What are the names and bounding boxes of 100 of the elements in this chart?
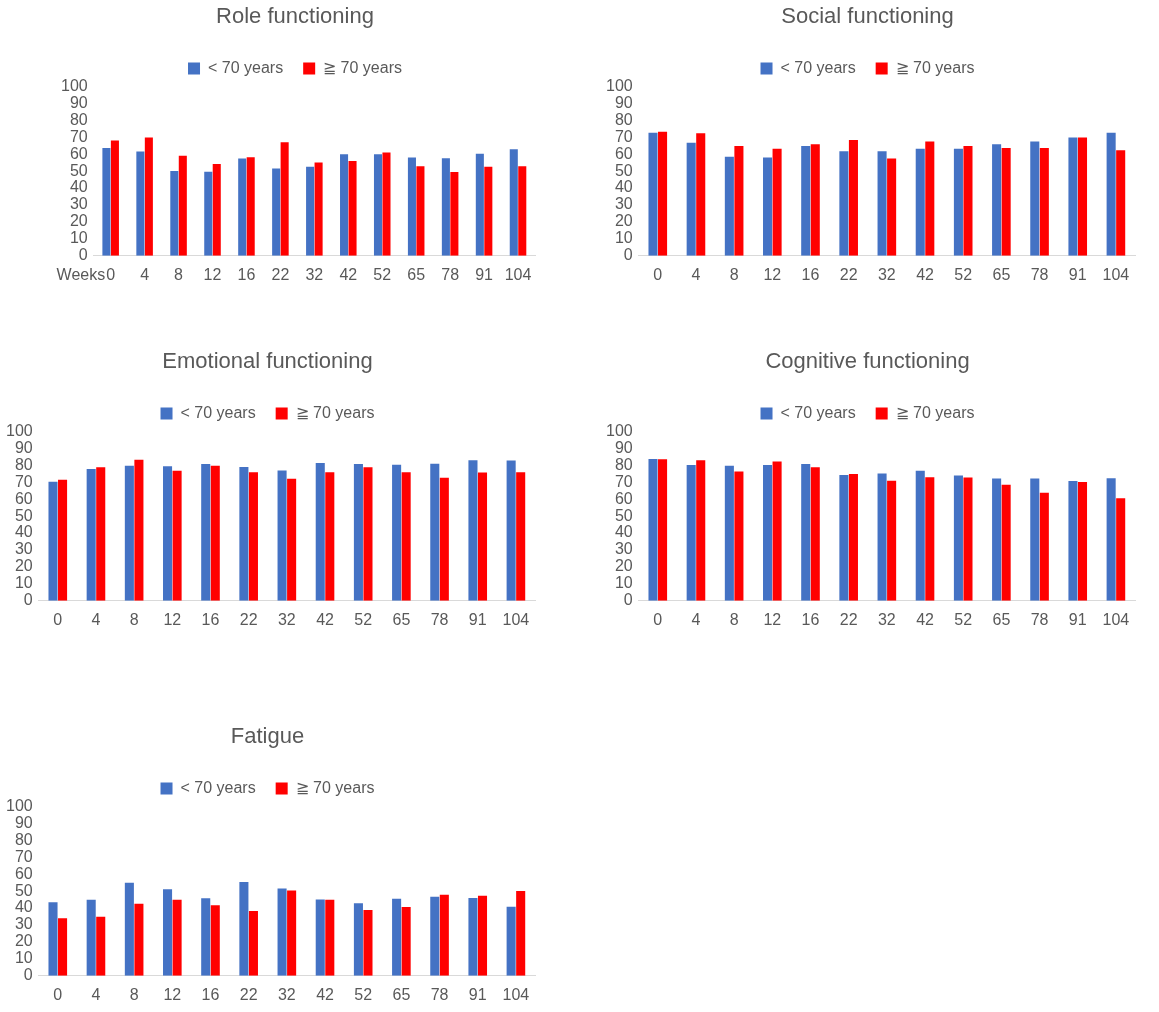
bar — [468, 897, 478, 976]
x-tick-label: 78 — [441, 265, 460, 283]
x-tick-label: 65 — [392, 610, 411, 628]
y-tick-label: 10 — [69, 229, 88, 247]
bar — [1039, 148, 1049, 256]
y-tick-label: 50 — [614, 506, 633, 524]
legend-label: < 70 years — [780, 58, 856, 76]
x-tick-label: 91 — [1068, 265, 1087, 283]
x-tick-label: 4 — [91, 985, 101, 1003]
x-tick-label: 32 — [877, 610, 896, 628]
y-tick-label: 30 — [14, 915, 33, 933]
bar — [696, 460, 706, 601]
chart-title: Fatigue — [230, 723, 305, 749]
bar — [144, 137, 153, 256]
x-tick-label: 78 — [430, 985, 449, 1003]
y-tick-label: 60 — [614, 489, 633, 507]
x-tick-label: 4 — [91, 610, 101, 628]
x-tick-label: 8 — [174, 265, 184, 283]
y-tick-label: 0 — [623, 591, 633, 609]
x-tick-label: 104 — [1102, 610, 1130, 628]
x-tick-label: 91 — [475, 265, 494, 283]
x-tick-label: 4 — [140, 265, 150, 283]
y-tick-label: 10 — [614, 229, 633, 247]
x-tick-label: 32 — [877, 265, 896, 283]
x-tick-label: 78 — [1030, 265, 1049, 283]
y-tick-label: 60 — [14, 489, 33, 507]
bar — [518, 166, 527, 256]
bar — [439, 477, 449, 601]
bar — [509, 149, 518, 256]
bar — [204, 171, 213, 256]
bar — [201, 464, 211, 601]
bar — [238, 158, 247, 256]
x-tick-label: 16 — [201, 610, 220, 628]
y-tick-label: 30 — [614, 195, 633, 213]
bar — [287, 890, 297, 976]
x-tick-label: 4 — [691, 610, 701, 628]
bar — [239, 466, 249, 601]
bar — [430, 463, 440, 601]
x-tick-label: 22 — [239, 985, 258, 1003]
bar — [178, 155, 187, 256]
bar — [877, 151, 887, 256]
bar — [430, 896, 440, 976]
bar — [468, 460, 478, 601]
y-tick-label: 70 — [614, 472, 633, 490]
bar — [210, 465, 220, 601]
bar — [401, 472, 411, 601]
bar — [963, 477, 973, 601]
bar — [363, 467, 373, 601]
bar — [325, 899, 335, 976]
x-tick-label: 8 — [729, 610, 739, 628]
y-tick-label: 60 — [614, 144, 633, 162]
bar — [925, 477, 935, 601]
x-tick-label: 22 — [839, 265, 858, 283]
x-tick-label: 12 — [763, 610, 782, 628]
bar — [1077, 482, 1088, 601]
bar — [272, 168, 281, 256]
chart-title: Social functioning — [781, 3, 954, 29]
y-tick-label: 100 — [605, 76, 633, 94]
bar — [407, 157, 416, 256]
bar — [134, 903, 144, 976]
x-tick-label: 12 — [163, 610, 182, 628]
y-tick-label: 70 — [614, 127, 633, 145]
y-tick-label: 70 — [14, 847, 33, 865]
x-tick-label: 52 — [354, 985, 373, 1003]
bar — [506, 460, 516, 601]
bar — [475, 153, 484, 256]
y-tick-label: 90 — [614, 93, 633, 111]
x-tick-label: 104 — [1102, 265, 1130, 283]
x-tick-label: 12 — [203, 265, 222, 283]
bar — [1077, 137, 1088, 256]
x-tick-label: 8 — [129, 610, 139, 628]
bar — [239, 882, 249, 976]
bar — [686, 142, 696, 256]
bar — [648, 459, 658, 601]
bar — [887, 480, 897, 601]
bar — [163, 466, 173, 601]
bar — [48, 481, 58, 601]
y-tick-label: 0 — [23, 966, 33, 984]
bar — [325, 472, 335, 601]
x-tick-label: 42 — [316, 610, 335, 628]
chart-title: Cognitive functioning — [765, 348, 970, 374]
bar — [277, 470, 287, 601]
bar — [839, 151, 849, 256]
y-tick-label: 10 — [614, 574, 633, 592]
bar — [963, 146, 973, 256]
y-tick-label: 50 — [69, 161, 88, 179]
x-tick-label: 42 — [916, 265, 935, 283]
bar — [210, 905, 220, 976]
x-tick-label: 52 — [354, 610, 373, 628]
y-tick-label: 80 — [14, 455, 33, 473]
bar — [96, 916, 106, 976]
x-tick-label: 32 — [305, 265, 324, 283]
legend-label: < 70 years — [180, 403, 256, 421]
bar — [1106, 478, 1116, 601]
bar — [925, 141, 935, 256]
legend-label: ≧ 70 years — [295, 778, 375, 796]
y-tick-label: 20 — [614, 212, 633, 230]
bar — [848, 474, 858, 601]
x-tick-label: 22 — [839, 610, 858, 628]
x-tick-label: 91 — [468, 985, 487, 1003]
